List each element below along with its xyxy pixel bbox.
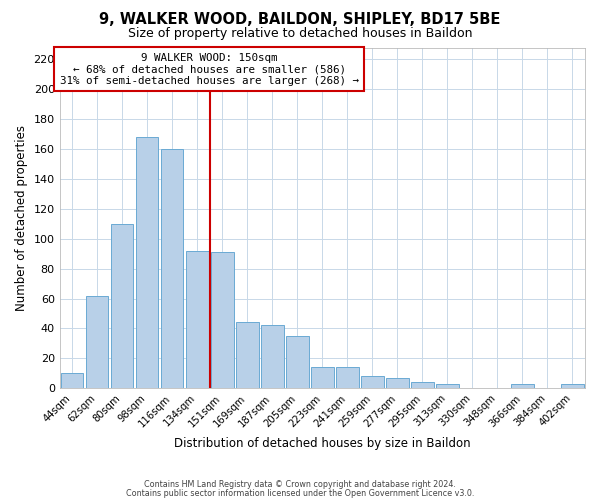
Bar	[286, 336, 308, 388]
Bar	[511, 384, 534, 388]
Bar	[61, 373, 83, 388]
Bar	[111, 224, 133, 388]
Y-axis label: Number of detached properties: Number of detached properties	[15, 125, 28, 311]
Bar	[311, 368, 334, 388]
Bar	[261, 326, 284, 388]
Bar	[361, 376, 383, 388]
Bar	[561, 384, 584, 388]
Bar	[236, 322, 259, 388]
Bar	[86, 296, 109, 388]
Bar	[386, 378, 409, 388]
Bar	[211, 252, 233, 388]
Text: Size of property relative to detached houses in Baildon: Size of property relative to detached ho…	[128, 28, 472, 40]
Bar	[436, 384, 458, 388]
Bar	[411, 382, 434, 388]
Text: Contains HM Land Registry data © Crown copyright and database right 2024.: Contains HM Land Registry data © Crown c…	[144, 480, 456, 489]
Bar	[136, 137, 158, 388]
Text: 9 WALKER WOOD: 150sqm
← 68% of detached houses are smaller (586)
31% of semi-det: 9 WALKER WOOD: 150sqm ← 68% of detached …	[60, 52, 359, 86]
Bar	[186, 250, 209, 388]
X-axis label: Distribution of detached houses by size in Baildon: Distribution of detached houses by size …	[174, 437, 470, 450]
Bar	[161, 149, 184, 388]
Text: Contains public sector information licensed under the Open Government Licence v3: Contains public sector information licen…	[126, 488, 474, 498]
Bar	[336, 368, 359, 388]
Text: 9, WALKER WOOD, BAILDON, SHIPLEY, BD17 5BE: 9, WALKER WOOD, BAILDON, SHIPLEY, BD17 5…	[100, 12, 500, 28]
